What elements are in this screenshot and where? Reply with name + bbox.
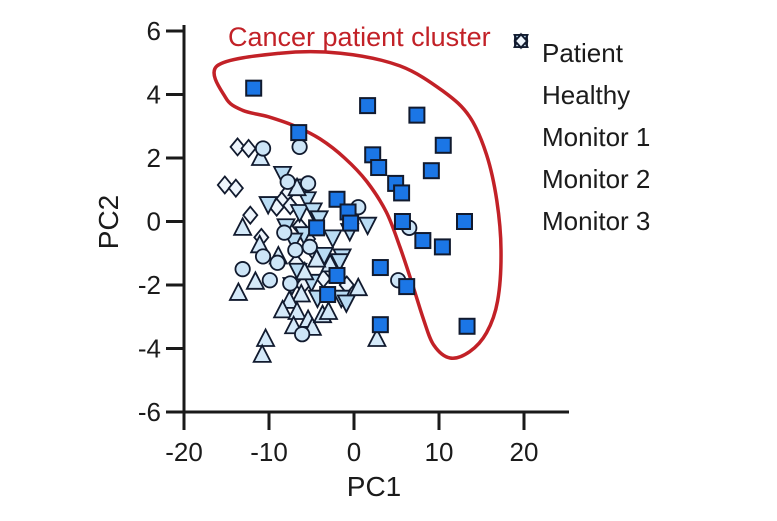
legend-label-monitor-2: Monitor 2 <box>542 163 651 194</box>
series-patient <box>245 79 476 335</box>
svg-text:-2: -2 <box>138 270 161 300</box>
legend-item-monitor-2: Monitor 2 <box>505 34 651 200</box>
svg-text:10: 10 <box>425 437 454 467</box>
svg-text:-10: -10 <box>250 437 288 467</box>
legend-label-monitor-1: Monitor 1 <box>542 121 651 152</box>
x-tick-labels: -20 -10 0 10 20 <box>165 437 538 467</box>
legend-item-monitor-1: Monitor 1 <box>505 32 651 158</box>
x-axis-title: PC1 <box>346 471 402 502</box>
svg-text:0: 0 <box>147 207 161 237</box>
legend-item-monitor-3: Monitor 3 <box>505 33 651 242</box>
legend: Patient Healthy Monitor 1 Monitor 2 Moni <box>505 32 650 242</box>
monitor3-diamond-icon <box>513 33 529 49</box>
y-axis-title: PC2 <box>93 194 124 250</box>
svg-text:-4: -4 <box>138 334 161 364</box>
legend-label-monitor-3: Monitor 3 <box>542 205 651 236</box>
svg-text:20: 20 <box>510 437 539 467</box>
legend-label-patient: Patient <box>542 37 623 68</box>
svg-text:0: 0 <box>347 437 361 467</box>
svg-text:-20: -20 <box>165 437 203 467</box>
svg-text:6: 6 <box>147 16 161 46</box>
cluster-annotation-label: Cancer patient cluster <box>228 22 491 52</box>
axes <box>166 25 569 430</box>
svg-text:2: 2 <box>147 143 161 173</box>
legend-item-healthy: Healthy <box>505 33 650 116</box>
y-tick-labels: 6 4 2 0 -2 -4 -6 <box>138 16 161 427</box>
svg-text:4: 4 <box>147 80 161 110</box>
legend-label-healthy: Healthy <box>542 79 631 110</box>
svg-text:-6: -6 <box>138 397 161 427</box>
